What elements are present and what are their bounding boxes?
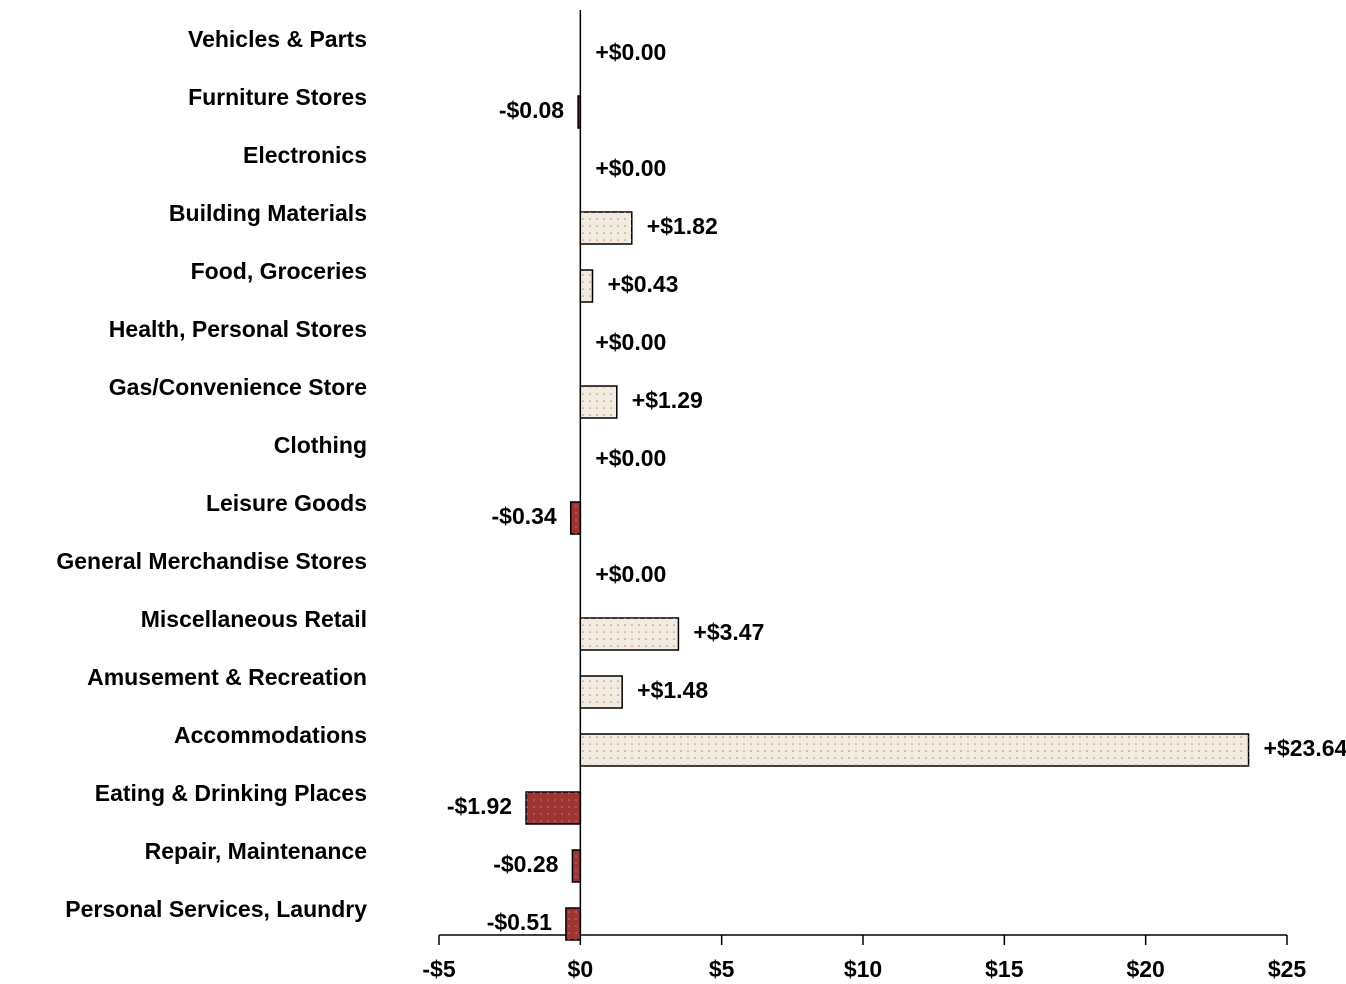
category-label: Amusement & Recreation bbox=[87, 664, 367, 690]
value-label: -$1.92 bbox=[447, 793, 512, 819]
value-label: +$0.00 bbox=[595, 329, 666, 355]
x-tick-label: -$5 bbox=[422, 956, 455, 982]
category-label: Health, Personal Stores bbox=[109, 316, 367, 342]
bar-texture bbox=[578, 96, 581, 128]
value-label: -$0.08 bbox=[499, 97, 564, 123]
value-label: -$0.34 bbox=[492, 503, 557, 529]
category-label: General Merchandise Stores bbox=[56, 548, 367, 574]
value-label: +$0.00 bbox=[595, 155, 666, 181]
bar-texture bbox=[580, 618, 679, 650]
x-tick-label: $20 bbox=[1126, 956, 1164, 982]
value-label: +$0.00 bbox=[595, 39, 666, 65]
category-label: Furniture Stores bbox=[188, 84, 367, 110]
bar-texture bbox=[580, 386, 617, 418]
value-label: +$1.82 bbox=[647, 213, 718, 239]
bar-texture bbox=[580, 212, 632, 244]
value-label: -$0.51 bbox=[487, 909, 552, 935]
x-tick-label: $25 bbox=[1268, 956, 1307, 982]
value-label: +$1.29 bbox=[632, 387, 703, 413]
category-label: Accommodations bbox=[174, 722, 367, 748]
category-label: Building Materials bbox=[169, 200, 367, 226]
category-label: Personal Services, Laundry bbox=[65, 896, 367, 922]
bar-texture bbox=[565, 908, 581, 940]
category-label: Food, Groceries bbox=[191, 258, 367, 284]
category-label: Leisure Goods bbox=[206, 490, 367, 516]
bar-texture bbox=[572, 850, 581, 882]
bar-texture bbox=[570, 502, 581, 534]
category-label: Miscellaneous Retail bbox=[141, 606, 367, 632]
value-label: +$1.48 bbox=[637, 677, 708, 703]
bar-texture bbox=[580, 270, 593, 302]
bar-texture bbox=[580, 734, 1249, 766]
value-label: +$0.43 bbox=[607, 271, 678, 297]
value-label: +$0.00 bbox=[595, 561, 666, 587]
category-label: Repair, Maintenance bbox=[145, 838, 367, 864]
bar-texture bbox=[580, 676, 623, 708]
value-label: -$0.28 bbox=[493, 851, 558, 877]
x-tick-label: $10 bbox=[844, 956, 882, 982]
x-tick-label: $15 bbox=[985, 956, 1024, 982]
category-label: Clothing bbox=[274, 432, 367, 458]
bar-texture bbox=[526, 792, 581, 824]
value-label: +$0.00 bbox=[595, 445, 666, 471]
value-label: +$23.64 bbox=[1264, 735, 1346, 761]
x-tick-label: $5 bbox=[709, 956, 735, 982]
category-label: Gas/Convenience Store bbox=[109, 374, 367, 400]
x-tick-label: $0 bbox=[568, 956, 594, 982]
category-label: Electronics bbox=[243, 142, 367, 168]
category-label: Eating & Drinking Places bbox=[95, 780, 367, 806]
value-label: +$3.47 bbox=[693, 619, 764, 645]
category-label: Vehicles & Parts bbox=[188, 26, 367, 52]
